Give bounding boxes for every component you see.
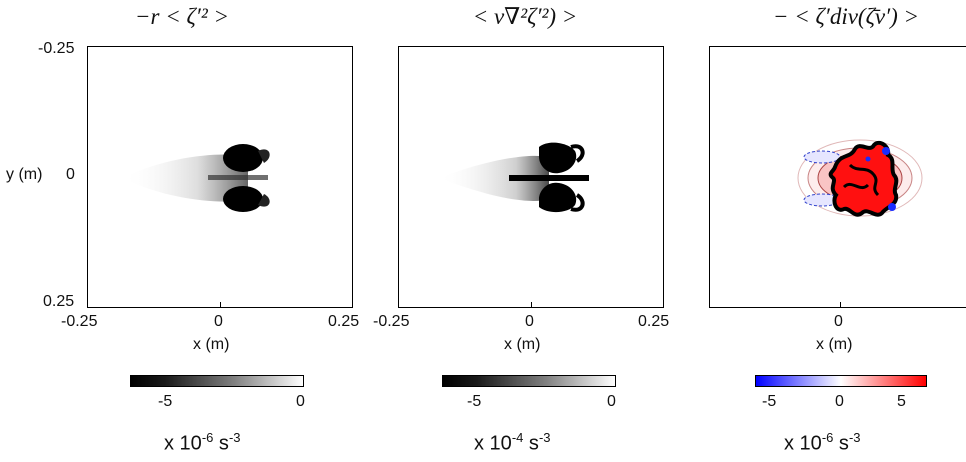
panel-3-cbar-tick-2: 5 [897,393,906,410]
panel-1-y-label: y (m) [6,166,43,183]
panel-1-units: x 10-6 s-3 [164,430,241,455]
panel-1-y-tick-bottom: 0.25 [43,293,75,310]
panel-1-wake [123,154,248,202]
panel-2-lower-lobe [539,182,577,213]
panel-3-title: − < ζ′div(ζ̄v′) > [772,4,920,29]
panel-1-lower-lobe [223,186,263,212]
panel-1-y-tick-top: -0.25 [38,40,75,57]
panel-1-plot [87,46,353,308]
panel-3-cbar-tick-0: -5 [762,393,777,410]
panel-2-x-tick-mid: 0 [525,313,534,330]
panel-2-units: x 10-4 s-3 [474,430,551,455]
panel-2-plot [398,46,664,308]
panel-1-x-tick-right: 0.25 [328,313,360,330]
panel-1-x-tick-mid: 0 [214,313,223,330]
panel-2-x-tick-right: 0.25 [638,313,670,330]
panel-3-negative-contour-upper [803,150,841,164]
panel-3-x-tick-mid: 0 [834,313,843,330]
panel-1-upper-lobe [223,144,263,172]
panel-2-field [439,142,589,213]
panel-3-plot [709,46,966,308]
panel-2-cbar-tick-1: 0 [607,393,616,410]
panel-3-colorbar [755,375,927,387]
panel-2-wake [439,155,549,201]
panel-2-colorbar [442,375,616,387]
panel-3-x-label: x (m) [816,336,853,353]
panel-1-y-tick-mid: 0 [66,166,75,183]
panel-3-units: x 10-6 s-3 [784,430,861,455]
panel-1-colorbar [130,375,304,387]
panel-1-cbar-tick-0: -5 [158,393,173,410]
panel-2-x-tick-left: -0.25 [373,313,410,330]
panel-1-cbar-tick-1: 0 [296,393,305,410]
panel-2-title: < ν∇²ζ′²) > [472,4,578,29]
panel-3-field [797,139,923,217]
panel-2-cbar-tick-0: -5 [467,393,482,410]
panel-1-title: −r < ζ′² > [135,4,229,29]
panel-1-x-label: x (m) [193,336,230,353]
panel-3-cbar-tick-1: 0 [835,393,844,410]
panel-1-field [123,144,270,212]
panel-1-x-tick-left: -0.25 [61,313,98,330]
panel-2-upper-lobe [539,142,577,174]
panel-2-x-label: x (m) [504,336,541,353]
